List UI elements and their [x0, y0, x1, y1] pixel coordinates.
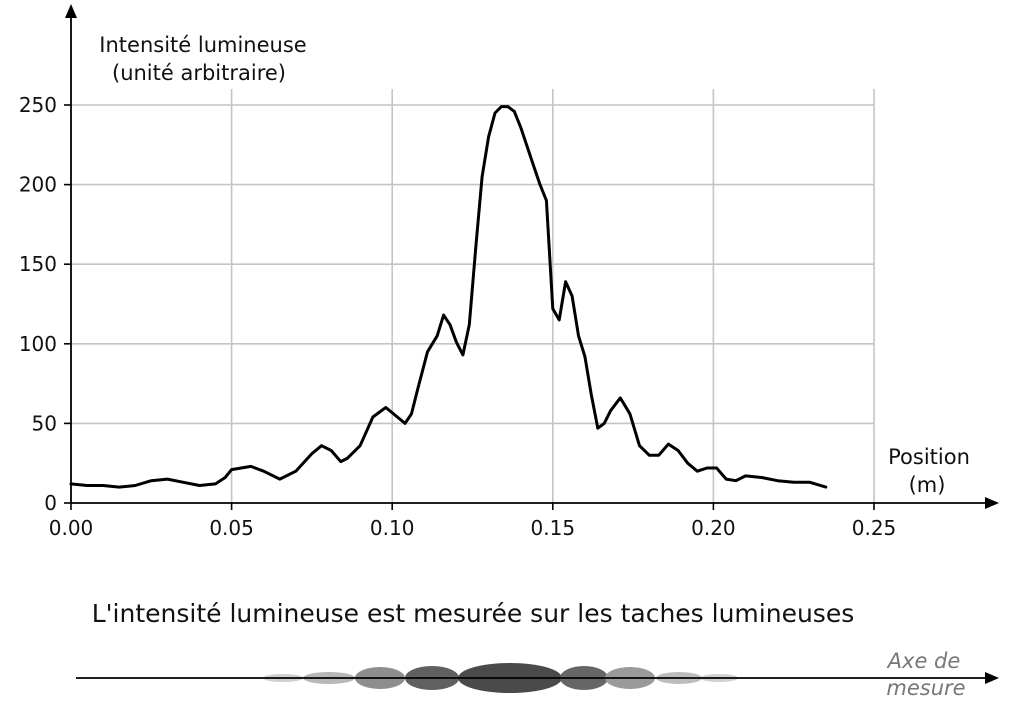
y-tick-label: 250 — [19, 93, 57, 117]
measure-axis-label-line2: mesure — [886, 676, 965, 700]
x-axis-title-line1: Position — [888, 445, 970, 469]
y-axis-title-line1: Intensité lumineuse — [99, 33, 306, 57]
y-tick-label: 200 — [19, 173, 57, 197]
caption-text: L'intensité lumineuse est mesurée sur le… — [92, 599, 854, 628]
light-spots — [263, 663, 738, 693]
x-axis-arrow-icon — [985, 497, 999, 509]
x-tick-label: 0.15 — [531, 516, 576, 540]
x-tick-label: 0.00 — [49, 516, 94, 540]
y-tick-label: 100 — [19, 332, 57, 356]
x-axis-title-line2: (m) — [909, 473, 946, 497]
grid — [71, 89, 875, 503]
measure-axis-label-line1: Axe de — [886, 649, 961, 673]
y-tick-label: 150 — [19, 252, 57, 276]
y-tick-label: 0 — [44, 491, 57, 515]
x-tick-label: 0.20 — [691, 516, 736, 540]
x-tick-label: 0.05 — [209, 516, 254, 540]
x-tick-label: 0.25 — [852, 516, 897, 540]
intensity-series-line — [69, 105, 828, 489]
x-tick-label: 0.10 — [370, 516, 415, 540]
y-tick-label: 50 — [32, 411, 57, 435]
y-axis-arrow-icon — [65, 4, 77, 18]
y-axis-title-line2: (unité arbitraire) — [112, 61, 286, 85]
measure-axis-arrow-icon — [985, 672, 999, 684]
ticks: 0.00 0.05 0.10 0.15 0.20 0.25 0 50 100 150 200 250 — [19, 93, 896, 540]
